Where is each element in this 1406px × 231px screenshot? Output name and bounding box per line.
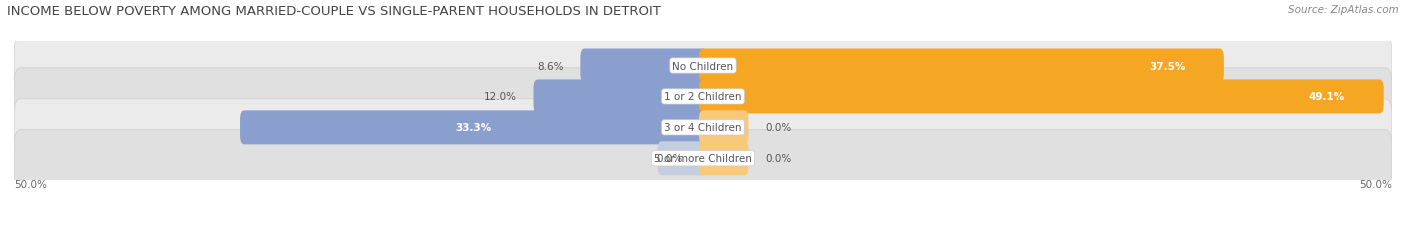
FancyBboxPatch shape — [699, 142, 748, 176]
Text: 12.0%: 12.0% — [484, 92, 517, 102]
FancyBboxPatch shape — [14, 38, 1392, 95]
Text: 1 or 2 Children: 1 or 2 Children — [664, 92, 742, 102]
Text: INCOME BELOW POVERTY AMONG MARRIED-COUPLE VS SINGLE-PARENT HOUSEHOLDS IN DETROIT: INCOME BELOW POVERTY AMONG MARRIED-COUPL… — [7, 5, 661, 18]
FancyBboxPatch shape — [533, 80, 707, 114]
Text: 0.0%: 0.0% — [765, 123, 792, 133]
FancyBboxPatch shape — [699, 49, 1223, 83]
Text: 50.0%: 50.0% — [1360, 179, 1392, 189]
Text: Source: ZipAtlas.com: Source: ZipAtlas.com — [1288, 5, 1399, 15]
Text: 37.5%: 37.5% — [1149, 61, 1185, 71]
FancyBboxPatch shape — [699, 111, 748, 145]
FancyBboxPatch shape — [699, 80, 1384, 114]
Text: 8.6%: 8.6% — [537, 61, 564, 71]
FancyBboxPatch shape — [14, 69, 1392, 125]
FancyBboxPatch shape — [240, 111, 707, 145]
Text: 49.1%: 49.1% — [1309, 92, 1346, 102]
Text: 0.0%: 0.0% — [657, 154, 682, 164]
Text: 33.3%: 33.3% — [456, 123, 492, 133]
Text: 3 or 4 Children: 3 or 4 Children — [664, 123, 742, 133]
Text: 5 or more Children: 5 or more Children — [654, 154, 752, 164]
FancyBboxPatch shape — [14, 99, 1392, 156]
Text: No Children: No Children — [672, 61, 734, 71]
FancyBboxPatch shape — [14, 130, 1392, 187]
FancyBboxPatch shape — [658, 142, 707, 176]
Text: 0.0%: 0.0% — [765, 154, 792, 164]
Text: 50.0%: 50.0% — [14, 179, 46, 189]
FancyBboxPatch shape — [581, 49, 707, 83]
